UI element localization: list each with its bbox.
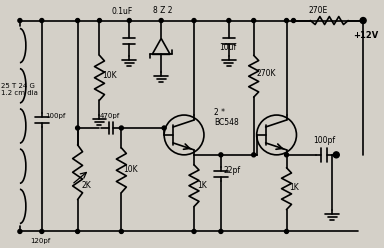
Text: 22pf: 22pf — [224, 166, 241, 175]
Circle shape — [159, 19, 163, 23]
Text: 2K: 2K — [81, 181, 91, 190]
Circle shape — [285, 153, 288, 157]
Circle shape — [252, 19, 256, 23]
Circle shape — [76, 126, 79, 130]
Circle shape — [252, 153, 256, 157]
Circle shape — [18, 19, 22, 23]
Circle shape — [285, 19, 288, 23]
Text: 8 Z 2: 8 Z 2 — [153, 5, 173, 15]
Text: 10uf: 10uf — [219, 43, 236, 52]
Circle shape — [333, 152, 339, 158]
Text: 1K: 1K — [197, 181, 207, 190]
Text: 120pf: 120pf — [30, 238, 50, 244]
Circle shape — [119, 229, 123, 233]
Text: 270E: 270E — [308, 5, 328, 15]
Circle shape — [192, 19, 196, 23]
Circle shape — [162, 126, 166, 130]
Circle shape — [119, 126, 123, 130]
Circle shape — [285, 229, 288, 233]
Text: 10K: 10K — [103, 71, 117, 80]
Circle shape — [98, 19, 101, 23]
Circle shape — [40, 19, 44, 23]
Text: 25 T 24 G
1.2 cm dia: 25 T 24 G 1.2 cm dia — [1, 83, 38, 96]
Text: 2 *
BC548: 2 * BC548 — [214, 108, 238, 127]
Text: 10K: 10K — [123, 165, 138, 174]
Circle shape — [127, 19, 131, 23]
Text: 100pf: 100pf — [45, 113, 65, 119]
Circle shape — [227, 19, 231, 23]
Circle shape — [76, 19, 79, 23]
Text: 470pf: 470pf — [99, 113, 120, 119]
Circle shape — [192, 229, 196, 233]
Circle shape — [18, 229, 22, 233]
Circle shape — [219, 229, 223, 233]
Text: 1K: 1K — [290, 183, 299, 192]
Circle shape — [219, 153, 223, 157]
Circle shape — [40, 229, 44, 233]
Circle shape — [291, 19, 295, 23]
Text: +12V: +12V — [353, 31, 379, 40]
Circle shape — [76, 229, 79, 233]
Text: 270K: 270K — [257, 69, 276, 78]
Text: 100pf: 100pf — [313, 136, 336, 145]
Text: 0.1uF: 0.1uF — [111, 6, 133, 16]
Circle shape — [360, 18, 366, 24]
